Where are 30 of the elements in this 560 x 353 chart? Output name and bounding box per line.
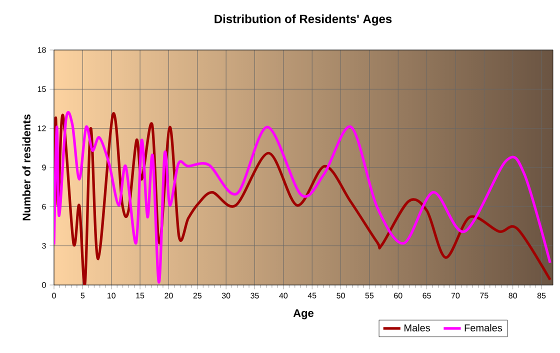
x-tick-label: 15 bbox=[136, 292, 144, 298]
x-tick-label: 85 bbox=[537, 292, 546, 298]
y-tick-label: 9 bbox=[42, 164, 46, 170]
x-tick-label: 50 bbox=[336, 292, 345, 298]
x-tick-label: 40 bbox=[279, 292, 288, 298]
x-tick-label: 25 bbox=[193, 292, 202, 298]
legend-label: Females bbox=[464, 324, 502, 332]
x-tick-label: 75 bbox=[480, 292, 488, 298]
y-tick-label: 18 bbox=[38, 47, 46, 53]
x-tick-label: 20 bbox=[164, 292, 173, 298]
y-tick-label: 0 bbox=[42, 282, 46, 288]
x-tick-label: 65 bbox=[422, 292, 431, 298]
x-tick-label: 55 bbox=[365, 292, 374, 298]
x-tick-label: 30 bbox=[222, 292, 230, 298]
y-tick-label: 3 bbox=[42, 242, 46, 249]
x-tick-label: 80 bbox=[508, 292, 517, 298]
y-tick-label: 6 bbox=[42, 204, 46, 210]
x-tick-label: 10 bbox=[108, 292, 116, 298]
x-tick-label: 45 bbox=[308, 292, 316, 298]
y-tick-label: 12 bbox=[38, 126, 46, 132]
x-axis-title: Age bbox=[293, 309, 314, 320]
y-axis-title: Number of residents bbox=[22, 114, 30, 220]
x-tick-label: 5 bbox=[80, 292, 85, 298]
x-tick-label: 35 bbox=[250, 292, 259, 298]
chart-title: Distribution of Residents' Ages bbox=[214, 14, 392, 26]
x-tick-label: 70 bbox=[451, 292, 460, 298]
legend-label: Males bbox=[404, 324, 430, 332]
x-tick-label: 60 bbox=[394, 292, 402, 298]
x-tick-label: 0 bbox=[52, 292, 56, 298]
y-tick-label: 15 bbox=[38, 86, 46, 92]
